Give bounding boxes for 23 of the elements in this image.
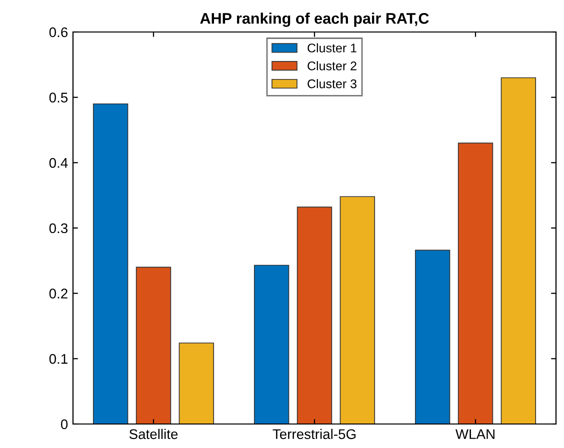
bar (92, 103, 128, 424)
bar (500, 77, 536, 424)
y-tick-label: 0.2 (49, 288, 68, 299)
y-tick-label: 0.3 (49, 223, 68, 234)
bar (254, 264, 290, 424)
legend-label: Cluster 3 (308, 79, 356, 88)
bar (458, 142, 494, 424)
y-tick-label: 0.5 (49, 92, 68, 103)
bar (340, 196, 376, 424)
chart-title: AHP ranking of each pair RAT,C (200, 12, 429, 27)
x-tick-label: Satellite (129, 428, 178, 440)
legend-label: Cluster 2 (308, 61, 356, 70)
y-tick-label: 0.4 (49, 158, 68, 168)
x-tick-label: Terrestrial-5G (272, 428, 356, 440)
bar (414, 250, 450, 424)
y-tick-label: 0 (60, 419, 68, 430)
bar (296, 206, 332, 424)
x-tick-label: WLAN (455, 429, 494, 439)
bar (178, 342, 214, 424)
bar (136, 266, 172, 424)
legend-label: Cluster 1 (308, 43, 356, 52)
y-tick-label: 0.1 (49, 354, 68, 364)
y-tick-label: 0.6 (49, 27, 68, 38)
